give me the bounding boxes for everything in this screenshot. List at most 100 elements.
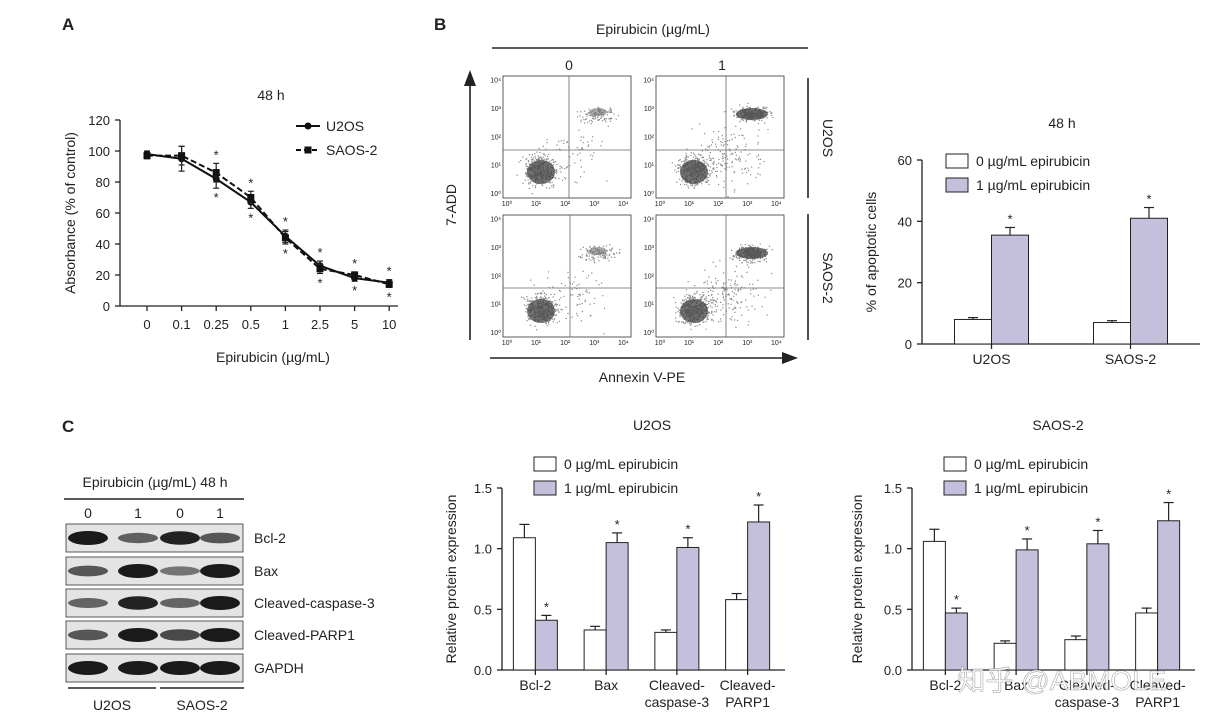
flow-event-dot <box>593 152 595 154</box>
flow-event-dot <box>528 187 530 189</box>
flow-event-dot <box>599 118 601 121</box>
flow-event-dot <box>747 261 749 263</box>
flow-row-label-1: SAOS-2 <box>820 252 836 304</box>
flow-event-dot <box>745 160 747 162</box>
flow-event-dot <box>542 298 544 300</box>
flow-event-dot <box>690 184 692 187</box>
flow-event-dot <box>595 280 597 282</box>
flow-event-dot <box>591 254 593 256</box>
flow-event-dot <box>731 249 733 251</box>
flow-ytick-label: 10³ <box>491 245 502 252</box>
flow-event-dot <box>678 164 680 166</box>
flow-event-dot <box>734 311 736 313</box>
flow-event-dot <box>526 298 529 301</box>
flow-event-dot <box>561 179 564 181</box>
flow-event-dot <box>759 174 761 176</box>
flow-event-dot <box>712 167 714 169</box>
flow-event-dot <box>526 174 528 176</box>
flow-event-dot <box>763 259 765 261</box>
flow-event-dot <box>576 315 579 317</box>
flow-event-dot <box>555 169 557 171</box>
flow-event-dot <box>572 294 574 296</box>
flow-event-dot <box>582 142 584 144</box>
flow-ytick-label: 10⁴ <box>490 78 501 85</box>
flow-event-dot <box>532 185 534 187</box>
flow-event-dot <box>617 115 619 117</box>
flow-event-dot <box>565 317 567 319</box>
flow-event-dot <box>718 162 720 164</box>
flow-xtick-label: 10² <box>713 340 724 347</box>
flow-event-dot <box>740 151 742 153</box>
flow-event-dot <box>711 302 713 304</box>
flow-event-dot <box>590 119 593 122</box>
flow-event-dot <box>691 297 693 299</box>
flow-event-dot <box>733 111 735 113</box>
flow-event-dot <box>600 117 602 119</box>
panel-a-xlabel: Epirubicin (µg/mL) <box>216 349 330 365</box>
flow-event-dot <box>541 183 543 186</box>
blot-band <box>118 532 158 544</box>
flow-event-dot <box>698 153 700 155</box>
flow-ytick-label: 10⁰ <box>490 329 501 337</box>
a-significance-star: * <box>283 246 288 261</box>
flow-event-dot <box>761 306 763 308</box>
bar-significance-star: * <box>1007 211 1012 226</box>
flow-event-dot <box>757 279 759 281</box>
flow-event-dot <box>734 171 736 174</box>
flow-event-dot <box>546 298 548 300</box>
flow-event-dot <box>683 183 685 185</box>
flow-event-dot <box>559 289 561 291</box>
flow-event-dot <box>720 301 722 303</box>
flow-event-dot <box>591 140 593 142</box>
flow-event-dot <box>525 173 527 175</box>
bar-chart-ylabel: Relative protein expression <box>849 495 865 664</box>
flow-event-dot <box>698 159 700 161</box>
flow-event-dot <box>584 301 586 303</box>
flow-event-dot <box>758 119 760 121</box>
flow-event-dot <box>700 154 702 156</box>
flow-event-dot <box>594 297 596 299</box>
flow-event-dot <box>684 295 686 297</box>
flow-event-dot <box>737 288 739 290</box>
flow-event-dot <box>601 282 603 284</box>
flow-event-dot <box>762 106 764 108</box>
bar-0-g-ml-epirubicin-bax <box>583 629 607 671</box>
flow-row-label-0: U2OS <box>820 119 836 157</box>
flow-event-dot <box>711 171 713 173</box>
bar-1-g-ml-epirubicin-cleaved-parp1 <box>747 521 771 671</box>
flow-event-dot <box>705 328 707 330</box>
flow-event-dot <box>747 309 749 311</box>
flow-event-dot <box>676 181 678 183</box>
flow-event-dot <box>717 293 719 295</box>
flow-event-dot <box>534 297 536 299</box>
flow-event-dot <box>749 106 751 108</box>
flow-event-dot <box>526 166 528 168</box>
flow-event-dot <box>733 283 735 285</box>
flow-event-dot <box>560 282 563 285</box>
flow-event-dot <box>516 174 518 176</box>
flow-event-dot <box>689 296 691 298</box>
flow-event-dot <box>551 318 553 320</box>
flow-event-dot <box>741 118 743 120</box>
flow-event-dot <box>741 168 743 170</box>
blot-protein-label: Cleaved-PARP1 <box>254 627 355 643</box>
flow-event-dot <box>675 302 677 304</box>
flow-event-dot <box>531 297 533 299</box>
flow-event-dot <box>731 161 733 163</box>
flow-xtick-label: 10⁰ <box>502 339 513 347</box>
flow-event-dot <box>705 298 707 300</box>
flow-event-dot <box>580 176 582 178</box>
flow-event-dot <box>593 260 595 262</box>
flow-event-dot <box>558 140 560 142</box>
flow-event-dot <box>735 154 737 156</box>
flow-event-dot <box>593 258 596 260</box>
bar-xtick-label: PARP1 <box>725 694 770 710</box>
flow-event-dot <box>525 307 528 310</box>
flow-event-dot <box>765 261 768 263</box>
flow-event-dot <box>741 314 743 316</box>
flow-event-dot <box>611 248 613 250</box>
flow-event-dot <box>601 256 603 258</box>
flow-event-dot <box>716 167 718 169</box>
flow-xtick-label: 10⁰ <box>502 200 513 208</box>
flow-event-dot <box>696 325 698 327</box>
